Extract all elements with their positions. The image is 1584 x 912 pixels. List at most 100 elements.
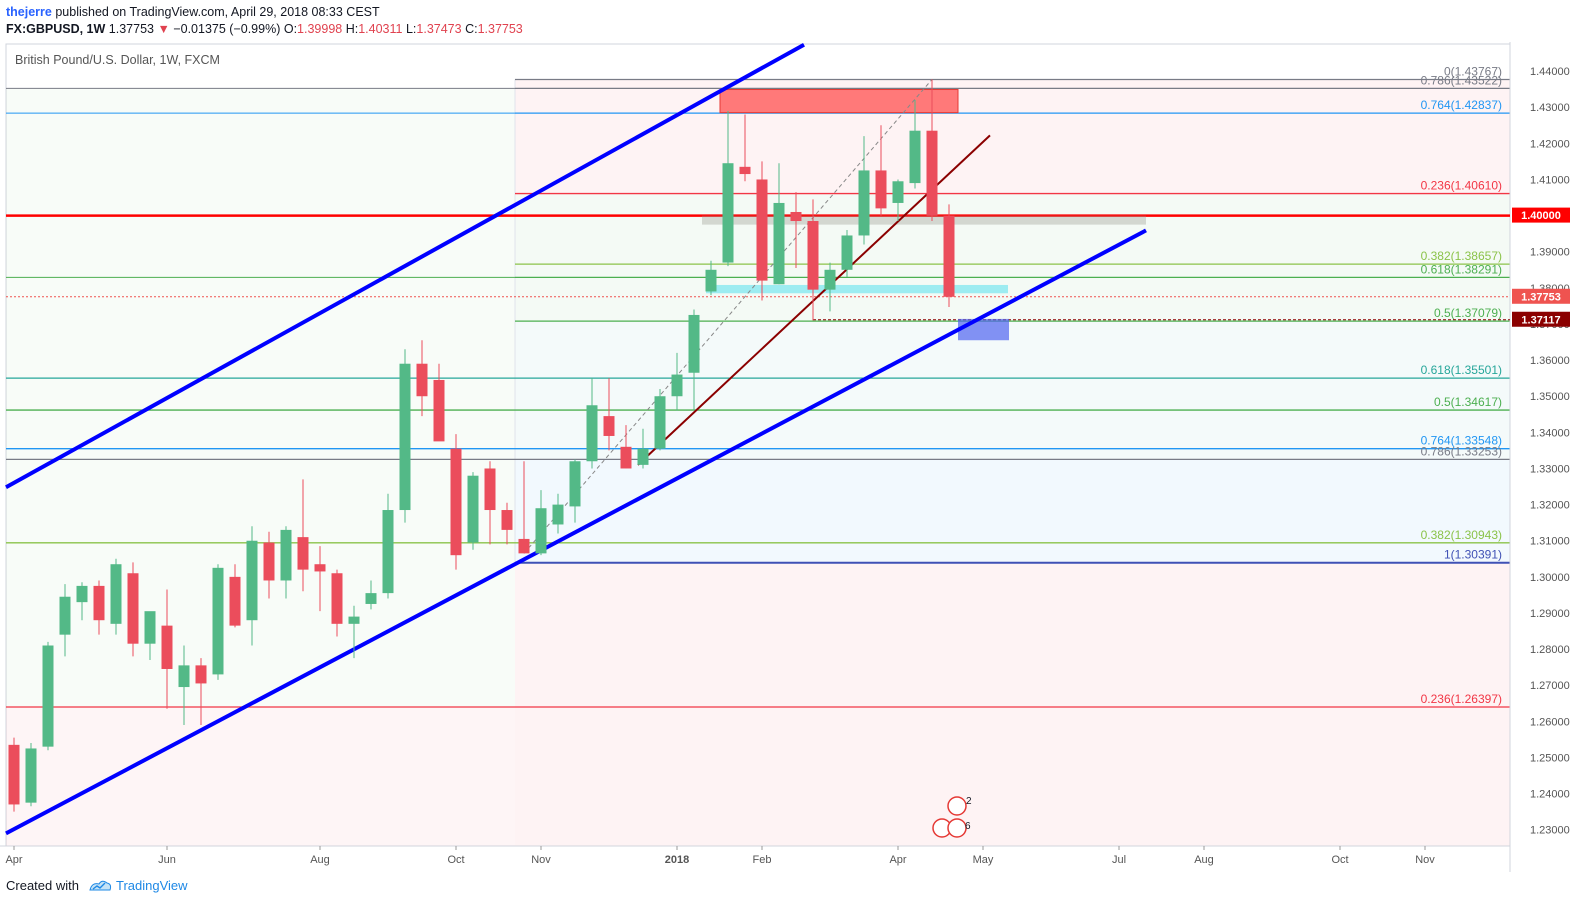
x-tick-label: Aug: [310, 854, 330, 866]
chart-footer: Created with TradingView: [0, 872, 1584, 912]
candle-body: [484, 468, 496, 511]
candle-body: [246, 540, 258, 621]
candle-body: [399, 363, 411, 511]
candle-body: [552, 504, 564, 525]
y-tick-label: 1.42000: [1530, 138, 1570, 150]
candle-body: [263, 542, 275, 581]
x-tick-label: Oct: [1331, 854, 1348, 866]
fib-label: 0.786(1.33253): [1421, 444, 1502, 458]
candle-body: [195, 665, 207, 684]
x-tick-label: Nov: [1415, 854, 1435, 866]
candle-body: [212, 567, 224, 675]
candle-body: [450, 448, 462, 556]
candle-body: [875, 170, 887, 209]
price-tag-label: 1.37753: [1521, 291, 1561, 303]
candle-body: [433, 379, 445, 442]
fib-label: 0.382(1.30943): [1421, 528, 1502, 542]
plot-area: [5, 43, 1511, 847]
candle-body: [926, 130, 938, 216]
channel-upper-line: [5, 42, 805, 490]
event-count-label: 2: [966, 796, 972, 807]
fib-label: 0.5(1.37079): [1434, 306, 1502, 320]
x-tick-label: Jul: [1112, 854, 1126, 866]
open-value: 1.39998: [297, 22, 343, 36]
candle-body: [314, 564, 326, 572]
fib-zone: [515, 459, 1510, 563]
candle-body: [824, 269, 836, 290]
fib-label: 0.5(1.34617): [1434, 395, 1502, 409]
fib-label: 0.764(1.33548): [1421, 434, 1502, 448]
fib-label: 0(1.43767): [1444, 65, 1502, 79]
tradingview-logo-icon[interactable]: [88, 876, 112, 896]
candle-body: [841, 235, 853, 270]
fib-zone: [515, 79, 1510, 194]
y-tick-label: 1.26000: [1530, 716, 1570, 728]
symbol-info: FX:GBPUSD, 1W 1.37753 ▼ −0.01375 (−0.99%…: [6, 22, 523, 36]
low-value: 1.37473: [416, 22, 462, 36]
candle-body: [127, 573, 139, 644]
price-change: −0.01375 (−0.99%): [173, 22, 281, 36]
tradingview-brand-link[interactable]: TradingView: [116, 878, 188, 893]
x-tick-label: Nov: [531, 854, 551, 866]
fib-zone: [6, 88, 515, 708]
x-tick-label: Oct: [447, 854, 464, 866]
candle-body: [331, 573, 343, 624]
y-tick-label: 1.41000: [1530, 174, 1570, 186]
fib-zone: [6, 707, 515, 846]
gray-zone: [702, 215, 1146, 225]
candle-body: [654, 396, 666, 449]
candle-body: [110, 564, 122, 624]
author-link[interactable]: thejerre: [6, 5, 52, 19]
x-tick-label: Apr: [889, 854, 906, 866]
y-tick-label: 1.32000: [1530, 500, 1570, 512]
fib-label: 0.382(1.38657): [1421, 249, 1502, 263]
candle-body: [161, 625, 173, 669]
event-flag-icon: [947, 796, 967, 816]
candle-body: [42, 645, 54, 747]
blue-zone: [958, 318, 1009, 341]
y-tick-label: 1.43000: [1530, 102, 1570, 114]
fib-label: 0.236(1.40610): [1421, 179, 1502, 193]
candle-body: [603, 416, 615, 436]
supply-zone: [719, 89, 959, 114]
y-tick-label: 1.33000: [1530, 463, 1570, 475]
y-tick-label: 1.27000: [1530, 680, 1570, 692]
x-tick-label: Jun: [158, 854, 176, 866]
price-tag: [1512, 288, 1570, 304]
event-count-label: 6: [965, 821, 971, 832]
fib-label: 0.618(1.38291): [1421, 262, 1502, 276]
high-value: 1.40311: [358, 22, 403, 36]
y-tick-label: 1.39000: [1530, 247, 1570, 259]
candle-body: [348, 616, 360, 624]
y-tick-label: 1.35000: [1530, 391, 1570, 403]
x-tick-label: Feb: [753, 854, 772, 866]
candle-body: [365, 593, 377, 604]
candle-body: [790, 211, 802, 222]
y-tick-label: 1.29000: [1530, 608, 1570, 620]
candle-body: [178, 665, 190, 688]
candle-body: [756, 179, 768, 281]
candle-body: [93, 585, 105, 621]
y-tick-label: 1.34000: [1530, 427, 1570, 439]
candle-body: [569, 461, 581, 507]
last-price: 1.37753: [108, 22, 154, 36]
y-tick-label: 1.23000: [1530, 825, 1570, 837]
close-label: C:: [465, 22, 478, 36]
candle-body: [586, 405, 598, 462]
price-chart[interactable]: 0(1.43767)0.786(1.43522) 0.764(1.42837) 0.…: [0, 42, 1584, 872]
candle-body: [280, 529, 292, 581]
candle-body: [671, 374, 683, 397]
down-arrow-icon: ▼: [157, 22, 170, 36]
y-tick-label: 1.44000: [1530, 66, 1570, 78]
candle-body: [807, 221, 819, 290]
low-label: L:: [405, 22, 417, 36]
x-tick-label: Aug: [1194, 854, 1214, 866]
x-tick-label: May: [973, 854, 994, 866]
fib-label: 0.618(1.35501): [1421, 363, 1502, 377]
channel-lower-line: [5, 228, 1147, 836]
publish-text: published on TradingView.com, April 29, …: [55, 5, 380, 19]
price-tag-label: 1.40000: [1521, 210, 1561, 222]
candle-body: [688, 314, 700, 373]
candle-body: [892, 181, 904, 203]
candle-body: [637, 448, 649, 465]
